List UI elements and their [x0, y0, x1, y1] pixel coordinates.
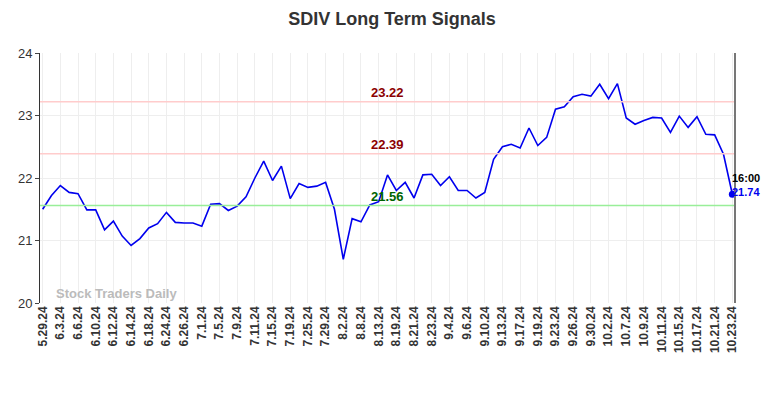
- svg-text:24: 24: [18, 46, 32, 61]
- svg-text:6.18.24: 6.18.24: [142, 306, 156, 346]
- svg-text:9.17.24: 9.17.24: [513, 306, 527, 346]
- svg-text:10.15.24: 10.15.24: [672, 306, 686, 353]
- svg-text:7.9.24: 7.9.24: [230, 306, 244, 340]
- svg-text:7.19.24: 7.19.24: [283, 306, 297, 346]
- svg-text:10.17.24: 10.17.24: [690, 306, 704, 353]
- svg-text:22.39: 22.39: [371, 137, 404, 152]
- svg-text:5.29.24: 5.29.24: [36, 306, 50, 346]
- svg-text:22: 22: [18, 171, 32, 186]
- svg-text:7.11.24: 7.11.24: [248, 306, 262, 346]
- svg-text:8.8.24: 8.8.24: [354, 306, 368, 340]
- svg-text:6.10.24: 6.10.24: [89, 306, 103, 346]
- svg-text:8.23.24: 8.23.24: [425, 306, 439, 346]
- svg-text:8.19.24: 8.19.24: [389, 306, 403, 346]
- svg-text:7.29.24: 7.29.24: [319, 306, 333, 346]
- svg-text:7.5.24: 7.5.24: [212, 306, 226, 340]
- svg-text:9.23.24: 9.23.24: [548, 306, 562, 346]
- svg-text:6.6.24: 6.6.24: [71, 306, 85, 340]
- svg-text:16:00: 16:00: [732, 172, 760, 184]
- svg-text:10.2.24: 10.2.24: [601, 306, 615, 346]
- svg-text:21: 21: [18, 233, 32, 248]
- svg-text:6.3.24: 6.3.24: [53, 306, 67, 340]
- svg-text:8.2.24: 8.2.24: [336, 306, 350, 340]
- svg-text:7.15.24: 7.15.24: [265, 306, 279, 346]
- svg-text:10.23.24: 10.23.24: [725, 306, 739, 353]
- svg-text:8.13.24: 8.13.24: [372, 306, 386, 346]
- svg-text:6.26.24: 6.26.24: [177, 306, 191, 346]
- svg-text:7.25.24: 7.25.24: [301, 306, 315, 346]
- svg-text:9.30.24: 9.30.24: [584, 306, 598, 346]
- svg-text:SDIV Long Term Signals: SDIV Long Term Signals: [288, 9, 496, 29]
- svg-text:9.10.24: 9.10.24: [478, 306, 492, 346]
- svg-text:7.1.24: 7.1.24: [195, 306, 209, 340]
- svg-text:20: 20: [18, 296, 32, 311]
- svg-text:10.11.24: 10.11.24: [655, 306, 669, 352]
- svg-text:Stock Traders Daily: Stock Traders Daily: [56, 286, 177, 301]
- svg-text:23.22: 23.22: [371, 85, 404, 100]
- svg-text:9.19.24: 9.19.24: [531, 306, 545, 346]
- svg-text:10.21.24: 10.21.24: [708, 306, 722, 353]
- svg-text:6.12.24: 6.12.24: [106, 306, 120, 346]
- svg-text:8.21.24: 8.21.24: [407, 306, 421, 346]
- svg-text:10.9.24: 10.9.24: [637, 306, 651, 346]
- svg-text:21.56: 21.56: [371, 189, 404, 204]
- svg-text:6.14.24: 6.14.24: [124, 306, 138, 346]
- svg-text:9.13.24: 9.13.24: [495, 306, 509, 346]
- svg-text:9.4.24: 9.4.24: [442, 306, 456, 340]
- svg-text:10.7.24: 10.7.24: [619, 306, 633, 346]
- svg-text:23: 23: [18, 108, 32, 123]
- svg-text:9.26.24: 9.26.24: [566, 306, 580, 346]
- svg-text:21.74: 21.74: [732, 186, 760, 198]
- svg-text:6.24.24: 6.24.24: [159, 306, 173, 346]
- svg-text:9.6.24: 9.6.24: [460, 306, 474, 340]
